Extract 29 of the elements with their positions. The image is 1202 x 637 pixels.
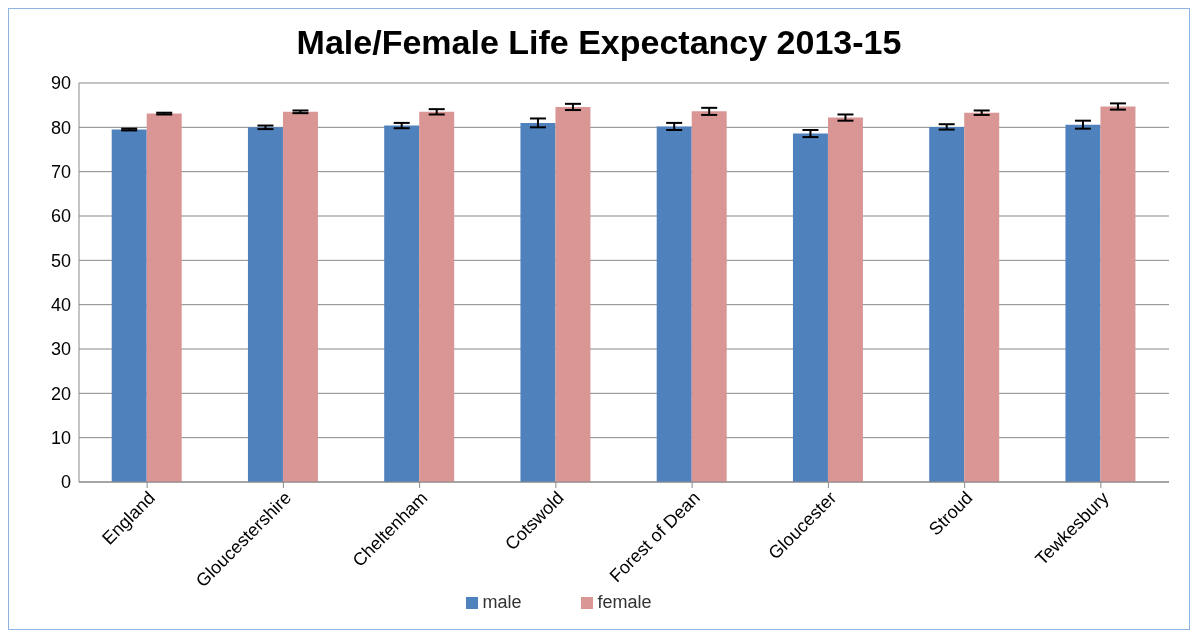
bar	[929, 126, 965, 482]
bar	[1065, 124, 1101, 482]
bar	[792, 133, 828, 482]
y-tick-label: 50	[50, 250, 71, 271]
bar	[1100, 106, 1136, 482]
y-tick-label: 70	[50, 162, 71, 183]
y-tick-label: 10	[50, 428, 71, 449]
y-tick-label: 20	[50, 383, 71, 404]
bar	[827, 117, 863, 482]
y-tick-label: 80	[50, 117, 71, 138]
bar	[247, 127, 283, 482]
bar	[384, 125, 420, 482]
y-tick-label: 0	[60, 472, 71, 493]
bar	[111, 129, 147, 482]
bar	[964, 112, 1000, 482]
bar	[691, 111, 727, 482]
y-tick-label: 30	[50, 339, 71, 360]
bar	[520, 122, 556, 482]
y-tick-label: 60	[50, 206, 71, 227]
y-tick-label: 40	[50, 295, 71, 316]
bar	[282, 111, 318, 482]
bar	[146, 113, 182, 482]
chart-title: Male/Female Life Expectancy 2013-15	[295, 23, 903, 63]
legend-label: male	[482, 592, 522, 612]
bar	[555, 106, 591, 482]
y-tick-label: 90	[50, 73, 71, 94]
legend-label: female	[597, 592, 652, 612]
bar	[419, 111, 455, 482]
bar	[656, 126, 692, 482]
